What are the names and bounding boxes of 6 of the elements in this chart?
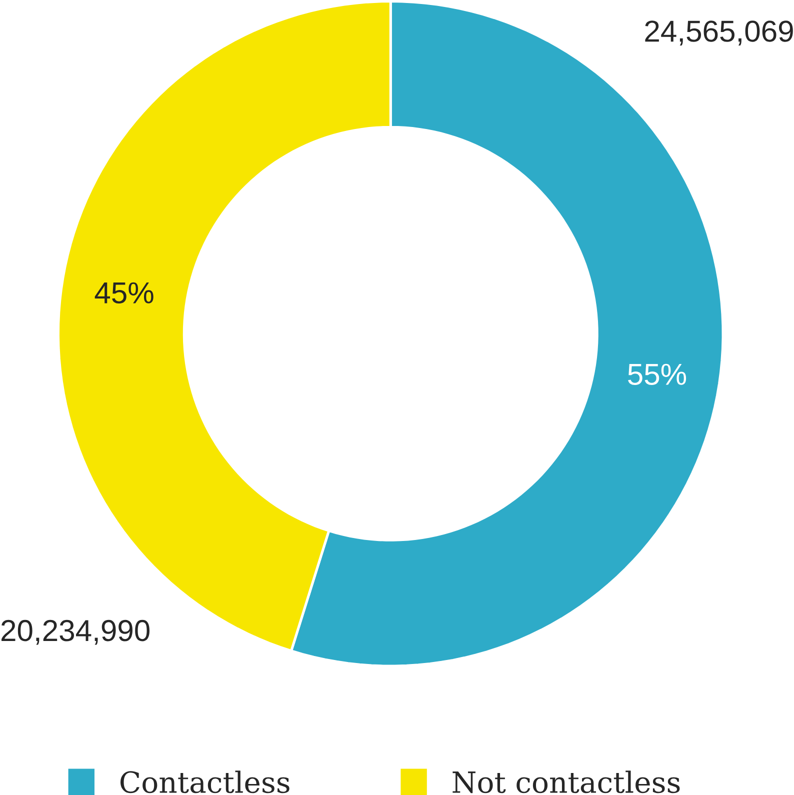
text: 45%	[94, 282, 154, 304]
legend-label: Not contactless	[452, 770, 680, 794]
data-label: 20,234,990	[1, 620, 150, 645]
text: 55%	[628, 364, 686, 386]
legend-label: Contactless	[120, 770, 290, 794]
data-label: 24,565,069	[645, 20, 793, 46]
